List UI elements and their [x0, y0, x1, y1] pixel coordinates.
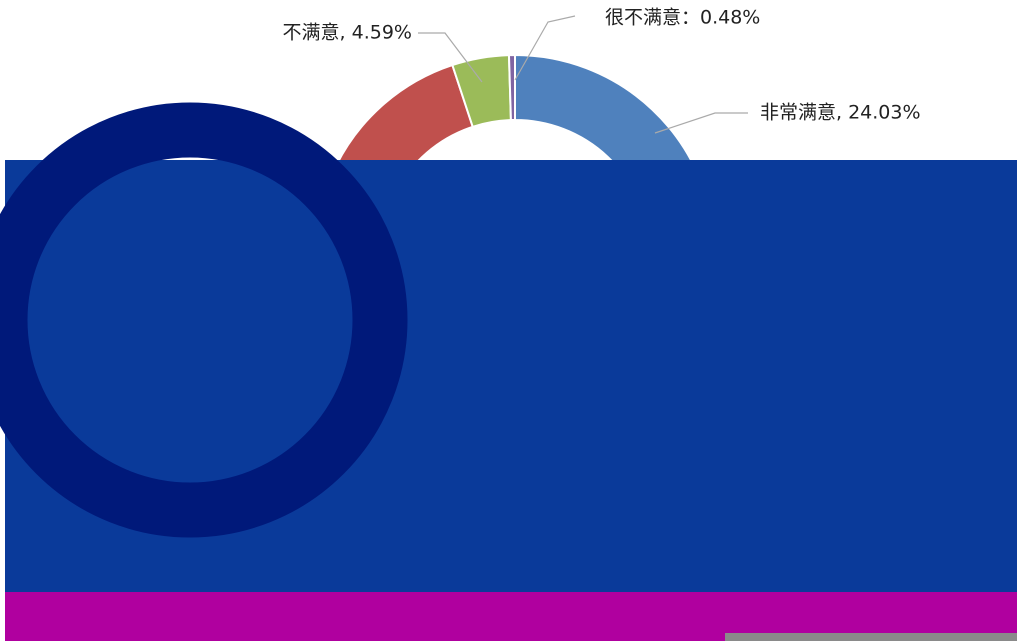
corrupted-bar	[5, 592, 1017, 641]
leader-line	[654, 112, 748, 134]
labels: 非常满意, 24.03% 不满意, 4.59% 很不满意：0.48%	[283, 7, 921, 124]
data-label: 非常满意, 24.03%	[760, 102, 921, 124]
corrupted-artifact	[0, 102, 408, 538]
corrupted-strip	[725, 633, 1017, 641]
data-label: 很不满意：0.48%	[605, 7, 760, 29]
data-label: 不满意, 4.59%	[283, 22, 412, 44]
donut-segment	[507, 53, 516, 122]
leader-line	[418, 32, 483, 83]
leader-line	[514, 15, 576, 81]
